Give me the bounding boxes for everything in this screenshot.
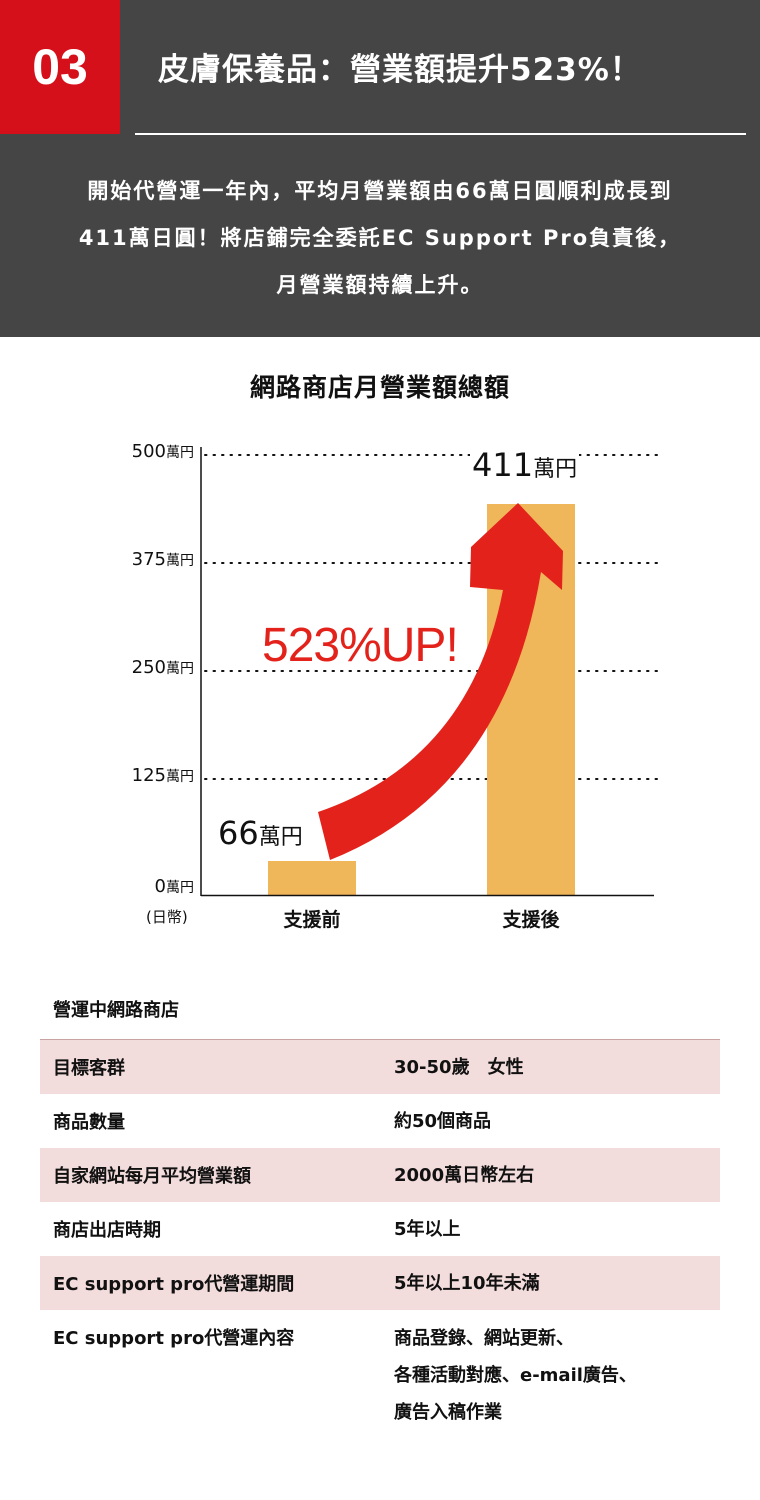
y-tick-250: 250萬円 bbox=[131, 657, 194, 678]
row-value: 5年以上10年未滿 bbox=[394, 1272, 540, 1294]
row-value: 5年以上 bbox=[394, 1218, 461, 1240]
growth-annotation: 523%UP! bbox=[262, 619, 459, 672]
case-header: 03 皮膚保養品：營業額提升523%！ 開始代營運一年內，平均月營業額由66萬日… bbox=[0, 0, 760, 337]
description-line: 月營業額持續上升。 bbox=[276, 273, 484, 297]
y-tick-125: 125萬円 bbox=[131, 765, 194, 786]
x-label-before: 支援前 bbox=[283, 909, 341, 931]
row-value-line: 廣告入稿作業 bbox=[394, 1402, 502, 1423]
y-tick-500: 500萬円 bbox=[131, 441, 194, 462]
description-line: 開始代營運一年內，平均月營業額由66萬日圓順利成長到 bbox=[87, 179, 673, 203]
y-axis-currency-note: (日幣) bbox=[146, 908, 188, 926]
store-info-table: 目標客群 30-50歲 女性 商品數量 約50個商品 自家網站每月平均營業額 2… bbox=[40, 1039, 720, 1441]
case-title: 皮膚保養品：營業額提升523%！ bbox=[158, 52, 642, 88]
row-value-line: 各種活動對應、e-mail廣告、 bbox=[394, 1365, 637, 1386]
description-line: 411萬日圓！將店鋪完全委託EC Support Pro負責後， bbox=[78, 226, 682, 250]
gridlines bbox=[204, 454, 658, 780]
row-key: EC support pro代營運內容 bbox=[53, 1328, 295, 1349]
info-section-title: 營運中網路商店 bbox=[53, 1000, 179, 1021]
row-value: 商品登錄、網站更新、 各種活動對應、e-mail廣告、 廣告入稿作業 bbox=[394, 1320, 720, 1431]
row-value-line: 商品登錄、網站更新、 bbox=[394, 1328, 574, 1349]
case-number-badge: 03 bbox=[0, 0, 120, 134]
x-label-after: 支援後 bbox=[502, 909, 560, 931]
title-divider bbox=[135, 133, 746, 135]
bar-chart bbox=[200, 447, 658, 897]
table-row: 自家網站每月平均營業額 2000萬日幣左右 bbox=[40, 1148, 720, 1202]
bar-value-before: 66萬円 bbox=[218, 814, 303, 852]
table-row: 商品數量 約50個商品 bbox=[40, 1094, 720, 1148]
row-key: EC support pro代營運期間 bbox=[53, 1274, 295, 1295]
row-value: 2000萬日幣左右 bbox=[394, 1164, 535, 1186]
y-tick-0: 0萬円 bbox=[154, 876, 194, 897]
table-row: EC support pro代營運內容 商品登錄、網站更新、 各種活動對應、e-… bbox=[40, 1310, 720, 1441]
bar-value-after: 411萬円 bbox=[470, 446, 580, 484]
row-value: 30-50歲 女性 bbox=[394, 1056, 524, 1078]
bar-before bbox=[268, 861, 356, 895]
growth-arrow-icon bbox=[318, 503, 563, 860]
row-key: 自家網站每月平均營業額 bbox=[53, 1166, 251, 1187]
case-description: 開始代營運一年內，平均月營業額由66萬日圓順利成長到 411萬日圓！將店鋪完全委… bbox=[0, 168, 760, 309]
row-key: 商店出店時期 bbox=[53, 1220, 161, 1241]
chart-title: 網路商店月營業額總額 bbox=[249, 373, 510, 402]
row-key: 商品數量 bbox=[53, 1112, 125, 1133]
table-row: 商店出店時期 5年以上 bbox=[40, 1202, 720, 1256]
table-row: EC support pro代營運期間 5年以上10年未滿 bbox=[40, 1256, 720, 1310]
y-tick-375: 375萬円 bbox=[131, 549, 194, 570]
table-row: 目標客群 30-50歲 女性 bbox=[40, 1040, 720, 1094]
row-key: 目標客群 bbox=[53, 1058, 125, 1079]
row-value: 約50個商品 bbox=[394, 1110, 492, 1132]
